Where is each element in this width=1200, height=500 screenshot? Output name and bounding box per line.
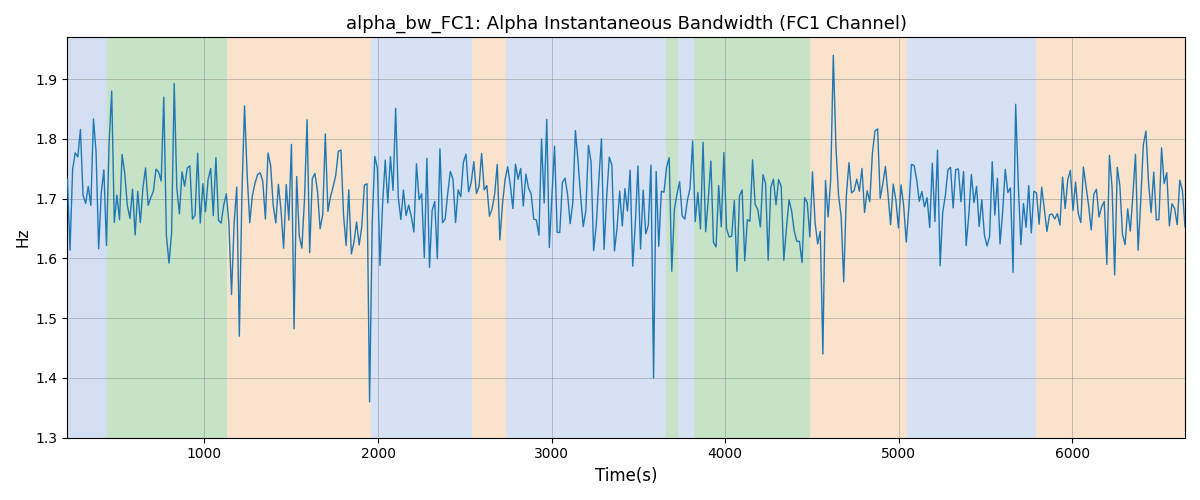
Bar	[810, 38, 824, 438]
Bar	[1036, 38, 1186, 438]
Bar	[506, 38, 654, 438]
X-axis label: Time(s): Time(s)	[595, 467, 658, 485]
Bar	[907, 38, 1036, 438]
Bar	[678, 38, 694, 438]
Bar	[654, 38, 666, 438]
Bar	[472, 38, 506, 438]
Bar	[824, 38, 907, 438]
Bar	[666, 38, 678, 438]
Bar	[107, 38, 227, 438]
Bar	[694, 38, 810, 438]
Bar	[67, 38, 107, 438]
Bar	[227, 38, 371, 438]
Bar	[371, 38, 472, 438]
Title: alpha_bw_FC1: Alpha Instantaneous Bandwidth (FC1 Channel): alpha_bw_FC1: Alpha Instantaneous Bandwi…	[346, 15, 907, 34]
Y-axis label: Hz: Hz	[16, 228, 30, 248]
